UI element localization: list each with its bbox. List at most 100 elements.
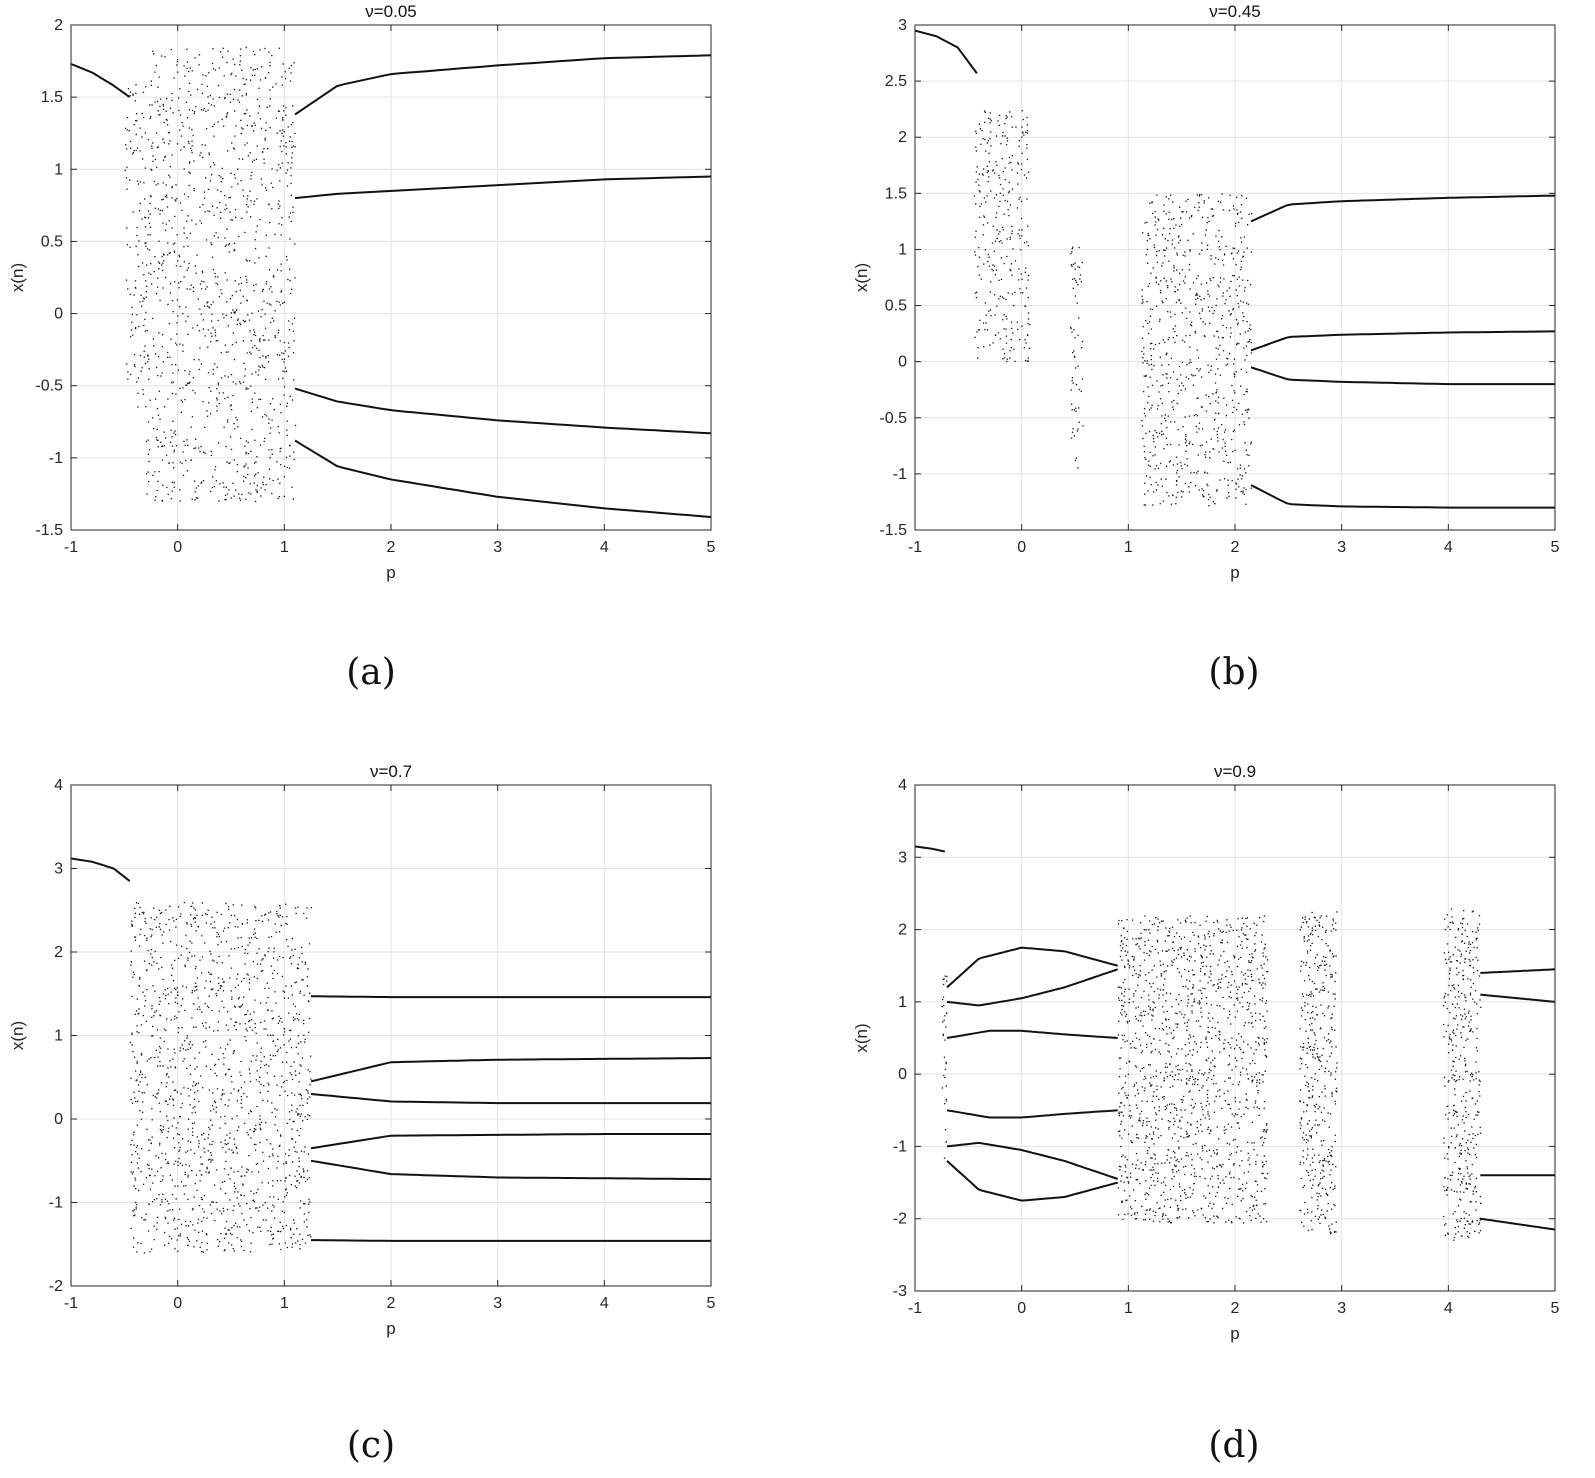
data-point [1169, 1121, 1171, 1123]
data-point [146, 1084, 148, 1086]
data-point [165, 994, 167, 997]
data-point [1242, 492, 1244, 494]
data-point [1126, 938, 1128, 941]
data-point [265, 1002, 267, 1004]
data-point [1233, 406, 1235, 409]
data-point [1210, 1062, 1212, 1064]
data-point [1136, 943, 1139, 945]
data-point [1252, 1026, 1254, 1028]
data-point [1132, 938, 1134, 940]
data-point [1250, 973, 1253, 976]
data-point [1135, 943, 1137, 946]
data-point [299, 1233, 301, 1235]
data-point [308, 1115, 311, 1117]
data-point [232, 98, 235, 100]
data-point [1226, 357, 1228, 360]
data-point [201, 935, 203, 937]
data-point [1027, 279, 1029, 281]
data-point [1191, 987, 1194, 989]
data-point [177, 315, 179, 317]
data-point [1152, 982, 1154, 985]
data-point [290, 1227, 292, 1230]
data-point [252, 1232, 254, 1234]
data-point [139, 1071, 142, 1074]
data-point [285, 107, 287, 109]
data-point [993, 197, 996, 199]
data-point [1247, 1107, 1249, 1110]
data-point [154, 950, 156, 953]
data-point [1225, 1128, 1227, 1131]
data-point [261, 184, 263, 186]
data-point [246, 1223, 248, 1226]
data-point [1024, 305, 1026, 307]
data-point [161, 372, 163, 374]
data-point [133, 1237, 135, 1239]
data-point [1233, 1163, 1235, 1165]
data-point [1148, 1063, 1150, 1066]
data-point [256, 937, 258, 940]
data-point [992, 342, 994, 344]
data-point [210, 1151, 212, 1154]
data-point [1215, 257, 1217, 259]
data-point [174, 1160, 177, 1162]
data-point [1141, 337, 1144, 340]
data-point [281, 224, 283, 226]
data-point [1117, 1130, 1120, 1133]
data-point [233, 1171, 235, 1173]
data-point [244, 952, 246, 954]
data-point [1228, 352, 1231, 355]
data-point [274, 335, 276, 337]
data-point [1253, 1076, 1256, 1078]
data-point [278, 1230, 280, 1233]
data-point [177, 1031, 179, 1034]
data-point [226, 113, 228, 115]
data-point [1150, 1084, 1152, 1086]
data-point [290, 64, 292, 67]
data-point [251, 373, 253, 375]
data-point [1154, 948, 1157, 951]
data-point [1194, 921, 1196, 924]
data-point [1136, 1137, 1138, 1139]
data-point [173, 451, 175, 453]
data-point [290, 194, 293, 196]
data-point [1241, 1057, 1243, 1060]
data-point [941, 1006, 943, 1008]
data-point [1206, 248, 1208, 251]
data-point [1216, 490, 1218, 492]
data-point [1129, 1117, 1132, 1119]
data-point [1176, 402, 1178, 404]
data-point [992, 170, 994, 172]
data-point [162, 484, 164, 487]
data-point [1072, 287, 1075, 289]
x-tick-label: 4 [600, 1295, 609, 1312]
data-point [264, 954, 266, 956]
data-point [193, 111, 196, 113]
data-point [179, 1047, 182, 1049]
data-point [171, 1125, 173, 1127]
data-point [1198, 489, 1200, 491]
data-point [285, 1194, 288, 1197]
data-point [233, 1250, 235, 1252]
data-point [1009, 111, 1011, 113]
data-point [1214, 382, 1217, 384]
data-point [233, 1205, 235, 1207]
data-point [207, 909, 209, 912]
data-point [1235, 488, 1237, 490]
data-point [1246, 983, 1248, 985]
data-point [276, 1129, 279, 1132]
data-point [1220, 941, 1222, 944]
data-point [162, 138, 164, 140]
data-point [254, 439, 256, 441]
data-point [187, 444, 189, 446]
data-point [255, 473, 257, 475]
data-point [152, 53, 155, 55]
data-point [1005, 143, 1008, 146]
data-point [1173, 265, 1175, 267]
data-point [210, 341, 212, 343]
data-point [1206, 483, 1208, 485]
data-point [276, 1180, 279, 1182]
data-point [1161, 402, 1164, 405]
data-point [1164, 1199, 1166, 1201]
data-point [988, 176, 990, 178]
data-point [218, 500, 220, 502]
